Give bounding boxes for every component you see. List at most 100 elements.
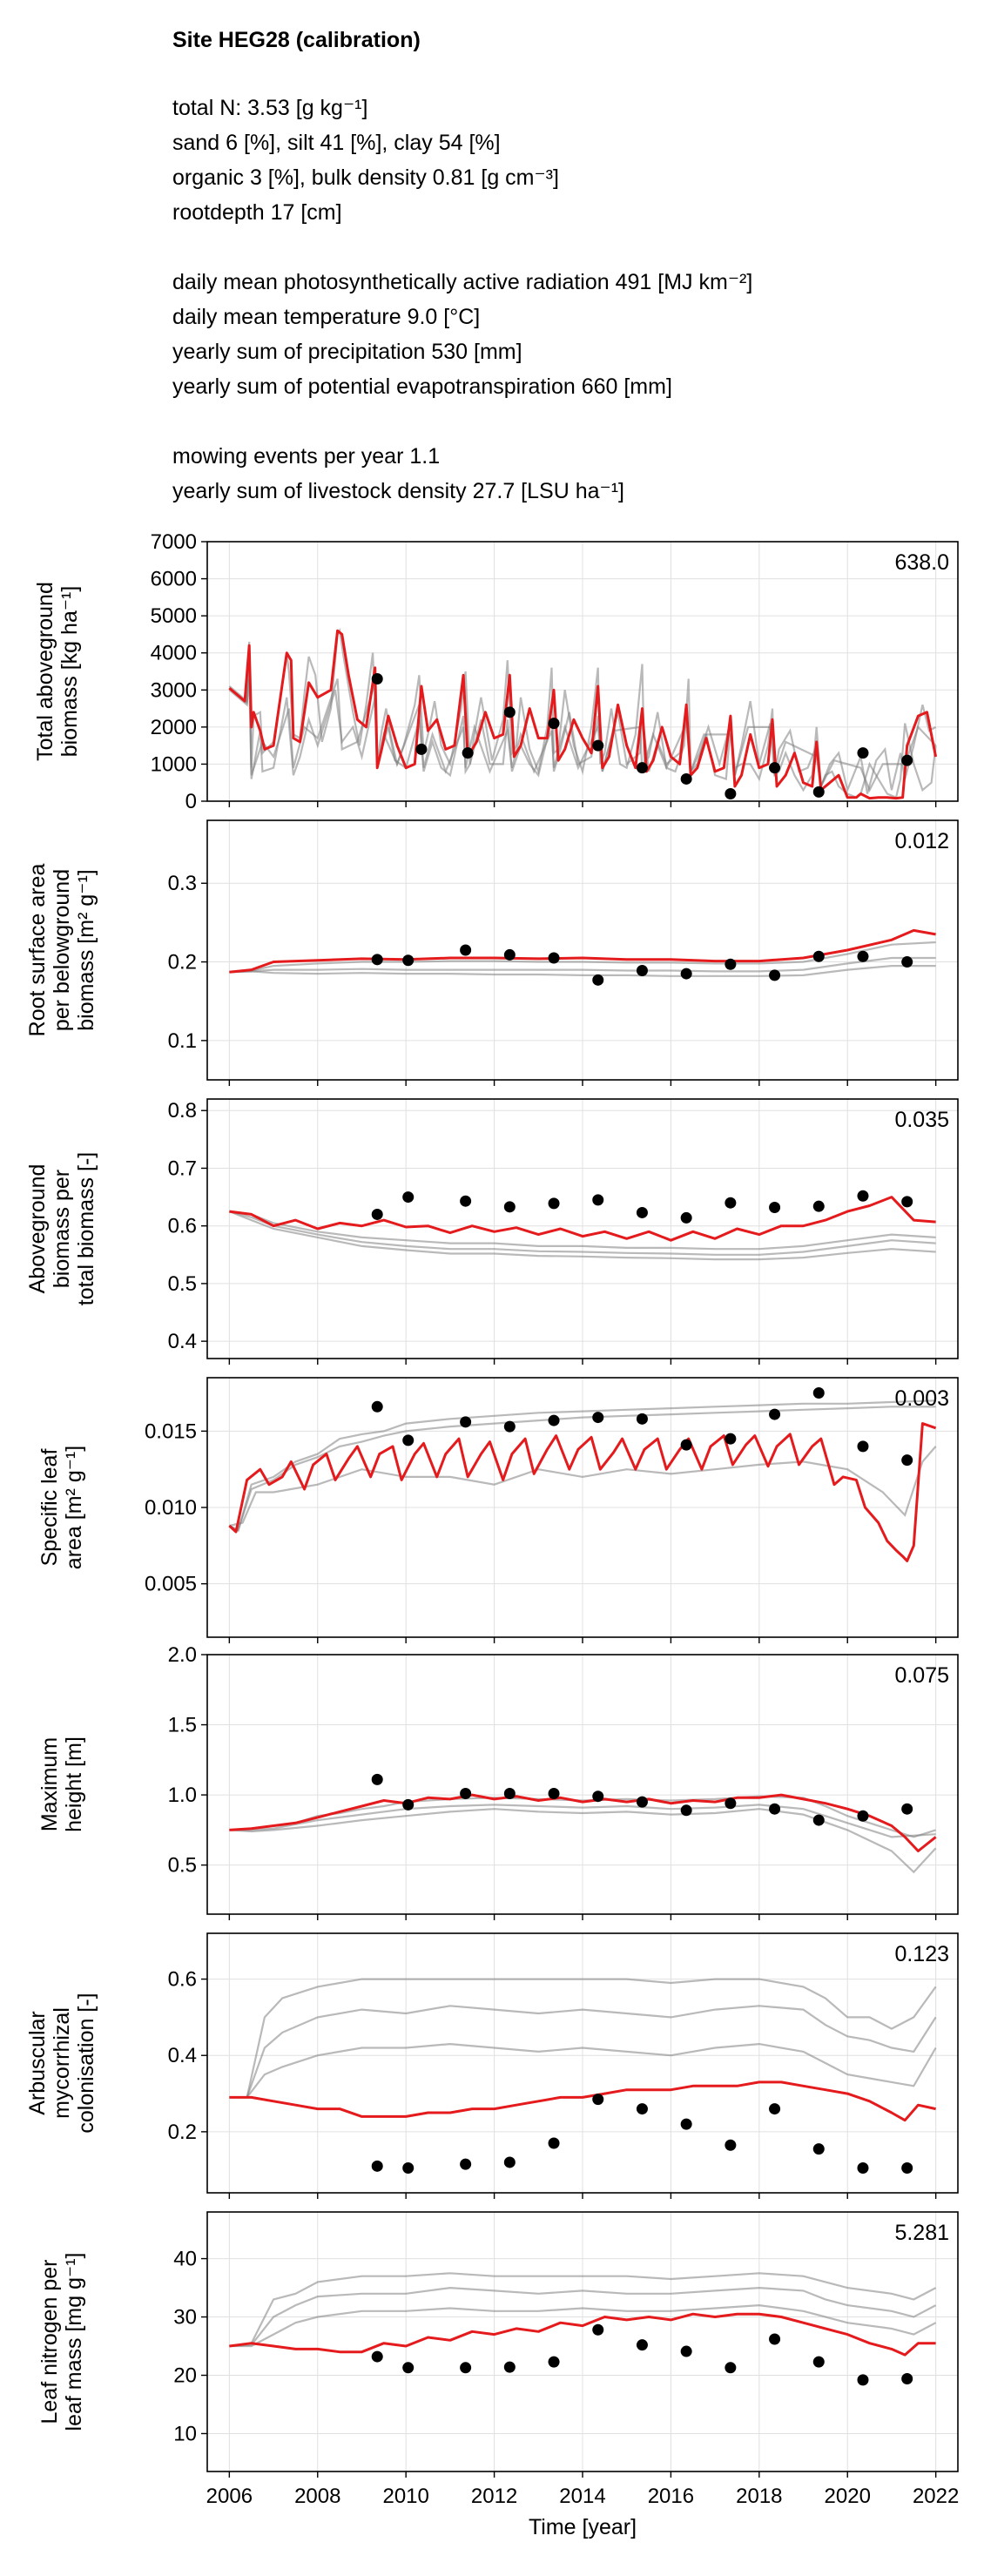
y-axis-label: Total aboveground <box>33 582 57 761</box>
chart-panel: 0.5 1.0 1.5 2.0 Maximum height [m] 0.075 <box>37 1643 959 1920</box>
observed-point <box>636 2103 648 2115</box>
observed-point <box>812 2143 825 2155</box>
y-tick-label: 5000 <box>151 604 197 628</box>
ensemble-series-line <box>228 1210 936 1261</box>
ensemble-series-line <box>228 678 937 792</box>
plot-area <box>229 1773 937 1874</box>
observed-point <box>901 1803 913 1815</box>
climate-line: daily mean photosynthetically active rad… <box>172 270 753 294</box>
observed-point <box>548 2137 560 2149</box>
observed-point <box>460 1416 472 1428</box>
observed-point <box>592 2094 604 2106</box>
observed-point <box>857 950 869 962</box>
observed-point <box>636 1413 648 1425</box>
observed-point <box>402 954 414 967</box>
ensemble-series-line <box>229 941 936 974</box>
observed-point <box>503 2361 516 2373</box>
site-title: Site HEG28 (calibration) <box>172 28 421 52</box>
plot-area <box>228 1387 937 1562</box>
ensemble-series-line <box>229 2042 937 2099</box>
y-tick-label: 0.2 <box>168 2121 197 2144</box>
observed-point <box>460 2362 472 2374</box>
observed-point <box>415 743 428 755</box>
observed-point <box>725 1197 737 1209</box>
observed-point <box>503 1420 516 1433</box>
observed-point <box>769 2103 781 2115</box>
ensemble-series-line <box>229 1210 936 1256</box>
y-tick-label: 0.2 <box>168 951 197 974</box>
y-tick-label: 7000 <box>151 530 197 554</box>
observed-point <box>592 2323 604 2336</box>
ensemble-series-line <box>229 2303 937 2348</box>
observed-point <box>548 718 560 730</box>
y-axis-label: Root surface area <box>25 864 50 1037</box>
y-tick-label: 4000 <box>151 642 197 665</box>
observed-point <box>592 1790 604 1803</box>
y-tick-label: 0.1 <box>168 1029 197 1053</box>
observed-point <box>548 1197 560 1210</box>
y-tick-label: 0.5 <box>168 1854 197 1878</box>
y-tick-label: 3000 <box>151 678 197 702</box>
plot-area <box>228 1190 936 1261</box>
y-tick-label: 2000 <box>151 716 197 739</box>
observed-point <box>548 952 560 964</box>
observed-point <box>901 2162 913 2175</box>
y-tick-label: 0.4 <box>168 2044 197 2067</box>
y-axis-label: Specific leaf <box>37 1449 62 1567</box>
y-tick-label: 1000 <box>151 752 197 776</box>
y-tick-label: 6000 <box>151 568 197 591</box>
score-label: 0.123 <box>894 1942 949 1966</box>
observed-point <box>680 1439 692 1451</box>
observed-point <box>680 2118 692 2130</box>
observed-point <box>680 968 692 980</box>
observed-point <box>402 2162 414 2175</box>
chart-panel: 0.2 0.4 0.6 Arbuscular mycorrhizal colonisati… <box>25 1932 959 2199</box>
observed-point <box>812 1814 825 1826</box>
observed-point <box>503 1787 516 1799</box>
y-axis-label: biomass [kg ha⁻¹] <box>57 586 82 758</box>
observed-point <box>769 762 781 774</box>
y-tick-label: 0.3 <box>168 872 197 895</box>
soil-line: rootdepth 17 [cm] <box>172 200 342 225</box>
y-axis-label: biomass [m² g⁻¹] <box>74 869 98 1030</box>
y-axis-label: Maximum <box>37 1737 62 1831</box>
observed-point <box>402 1191 414 1204</box>
observed-point <box>857 1810 869 1822</box>
observed-point <box>636 762 648 774</box>
y-axis-label: total biomass [-] <box>74 1152 98 1305</box>
plot-area <box>228 627 938 800</box>
observed-point <box>548 2356 560 2368</box>
y-tick-label: 20 <box>173 2364 197 2388</box>
observed-point <box>725 958 737 970</box>
y-axis-label: Leaf nitrogen per <box>37 2259 62 2424</box>
ensemble-series-line <box>229 2005 937 2099</box>
y-tick-label: 0.010 <box>145 1496 197 1520</box>
observed-point <box>636 2339 648 2351</box>
observed-point <box>371 1773 383 1785</box>
y-tick-label: 0.7 <box>168 1157 197 1180</box>
y-axis-label: biomass per <box>50 1170 74 1288</box>
observed-point <box>812 1200 825 1212</box>
y-tick-label: 2.0 <box>168 1643 197 1667</box>
soil-line: organic 3 [%], bulk density 0.81 [g cm⁻³… <box>172 165 559 190</box>
observed-point <box>592 974 604 986</box>
score-label: 0.035 <box>894 1108 949 1132</box>
climate-line: daily mean temperature 9.0 [°C] <box>172 305 481 329</box>
x-tick-label: 2014 <box>559 2485 605 2508</box>
observed-point <box>402 2362 414 2374</box>
best-model-line <box>229 1196 936 1242</box>
x-tick-label: 2006 <box>206 2485 253 2508</box>
y-axis-label: Arbuscular <box>25 2011 50 2115</box>
observed-point <box>462 747 474 759</box>
observed-point <box>592 1194 604 1206</box>
observed-point <box>592 739 604 752</box>
observed-point <box>901 1196 913 1208</box>
observed-point <box>901 956 913 968</box>
management-line: mowing events per year 1.1 <box>172 444 441 469</box>
observed-point <box>460 1787 472 1799</box>
ensemble-series-line <box>229 1804 936 1838</box>
management-line: yearly sum of livestock density 27.7 [LS… <box>172 479 624 503</box>
ensemble-series-line <box>229 964 936 977</box>
observed-point <box>680 772 692 785</box>
observed-point <box>548 1787 560 1799</box>
